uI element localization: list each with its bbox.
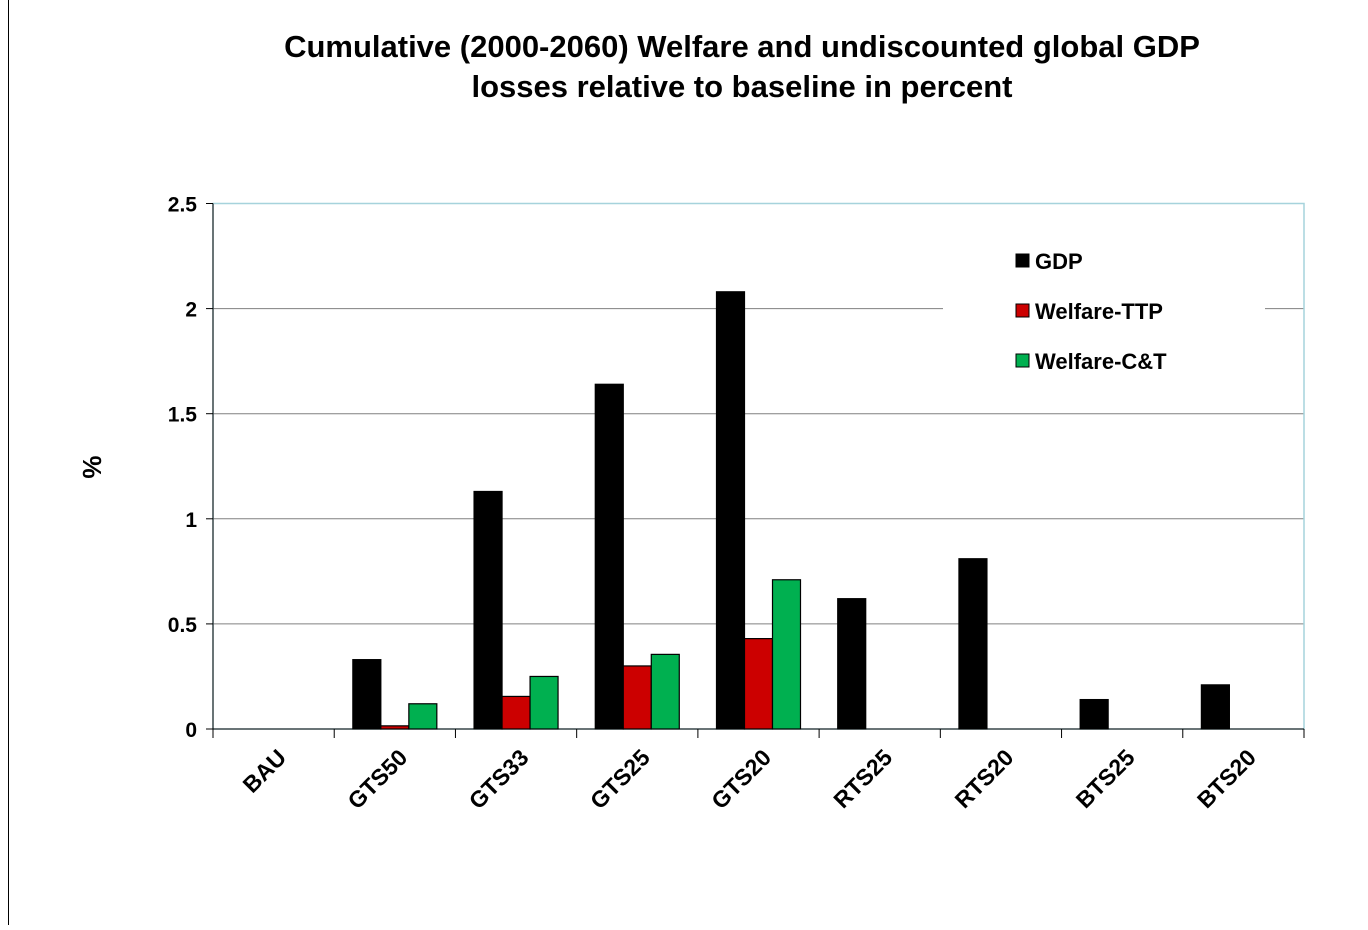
bar-gdp-gts20 (715, 291, 746, 730)
legend-swatch (1015, 353, 1030, 368)
legend-swatch (1015, 253, 1030, 268)
chart-title-line-1: Cumulative (2000-2060) Welfare and undis… (284, 29, 1200, 64)
legend-box (943, 233, 1265, 388)
x-tick-label: GTS50 (342, 744, 412, 814)
legend-label: Welfare-TTP (1035, 299, 1163, 324)
bar-welfare-c-t-gts25 (650, 653, 680, 730)
bar-gdp-bts25 (1079, 698, 1109, 730)
x-tick-label: BTS20 (1192, 744, 1261, 813)
x-tick-label: GTS20 (706, 744, 776, 814)
bar-welfare-c-t-gts20 (771, 579, 802, 730)
bar-welfare-ttp-gts33 (501, 695, 531, 730)
chart-title-line-2: losses relative to baseline in percent (471, 69, 1012, 104)
y-tick-label: 2 (185, 299, 197, 322)
bar-welfare-c-t-gts33 (529, 675, 559, 730)
x-tick-label: GTS25 (585, 744, 655, 814)
bar-gdp-bts20 (1200, 684, 1230, 730)
y-tick-label: 0.5 (168, 614, 198, 637)
bar-gdp-gts33 (473, 490, 503, 730)
bar-welfare-ttp-gts25 (622, 665, 652, 730)
bar-gdp-gts25 (594, 383, 624, 730)
x-tick-label: BTS25 (1071, 744, 1140, 813)
legend: GDP Welfare-TTP Welfare-C&T (943, 233, 1265, 388)
y-tick-label: 2.5 (168, 194, 198, 217)
bar-welfare-c-t-gts50 (408, 703, 438, 730)
y-tick-label: 1 (185, 509, 197, 532)
legend-swatch (1015, 303, 1030, 318)
x-tick-label: GTS33 (464, 744, 534, 814)
bar-welfare-ttp-gts20 (743, 638, 774, 730)
axes (206, 203, 1305, 738)
y-tick-labels: 0 0.5 1 1.5 2 2.5 (168, 194, 198, 743)
legend-label: GDP (1035, 249, 1083, 274)
y-axis-label: % (77, 455, 107, 478)
gridlines (213, 308, 1304, 625)
bars (352, 291, 1230, 730)
bar-gdp-rts20 (958, 558, 988, 730)
bar-gdp-gts50 (352, 659, 382, 730)
y-tick-label: 1.5 (168, 404, 198, 427)
x-tick-labels: BAU GTS50 GTS33 GTS25 GTS20 RTS25 RTS20 BTS25 BT… (238, 744, 1261, 814)
x-tick-label: BAU (238, 744, 292, 798)
legend-label: Welfare-C&T (1035, 349, 1167, 374)
x-tick-label: RTS25 (828, 744, 897, 813)
x-tick-label: RTS20 (949, 744, 1018, 813)
y-tick-label: 0 (185, 719, 197, 742)
bar-gdp-rts25 (837, 598, 867, 730)
